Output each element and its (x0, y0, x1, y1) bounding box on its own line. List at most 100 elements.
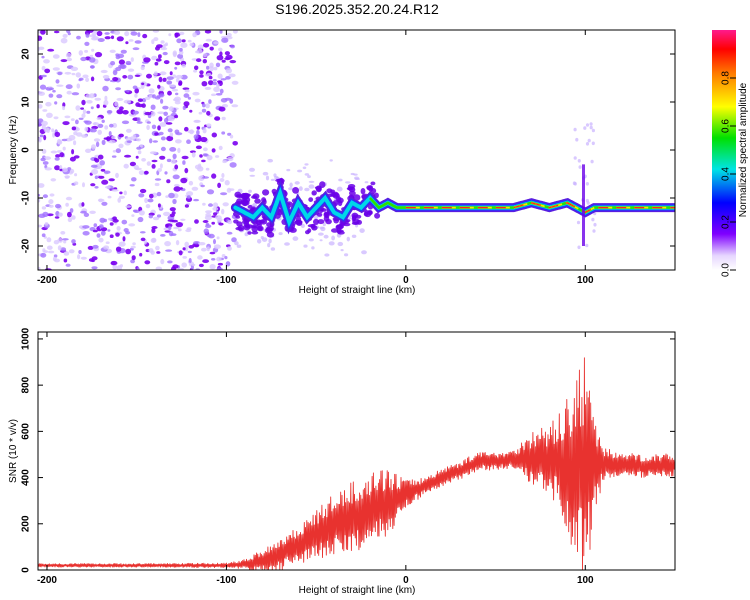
signal-blob (257, 225, 264, 232)
noise-speckle (65, 52, 72, 58)
colorbar: 0.0 0.2 0.4 0.6 0.8 Normalized spectral ampl… (712, 30, 749, 277)
noise-speckle (177, 147, 181, 154)
noise-speckle (583, 126, 587, 130)
noise-speckle (182, 160, 186, 165)
y-tick-label: -20 (21, 238, 32, 253)
noise-speckle (50, 150, 58, 154)
noise-speckle (215, 155, 220, 158)
noise-speckle (141, 158, 147, 162)
noise-speckle (133, 164, 139, 170)
signal-blob (262, 189, 270, 196)
noise-speckle (224, 51, 230, 56)
noise-speckle (168, 84, 176, 88)
signal-blob (236, 194, 241, 198)
noise-speckle (206, 155, 213, 161)
noise-speckle (98, 237, 104, 243)
noise-speckle (590, 159, 594, 164)
noise-speckle (82, 74, 89, 79)
signal-blob (356, 219, 363, 225)
noise-speckle (221, 37, 229, 43)
noise-speckle (184, 241, 189, 248)
noise-speckle (152, 94, 156, 99)
noise-speckle (311, 246, 315, 250)
noise-speckle (78, 78, 82, 82)
noise-speckle (351, 234, 357, 238)
signal-blob (337, 231, 345, 235)
noise-speckle (323, 234, 329, 239)
noise-speckle (130, 57, 134, 62)
noise-speckle (162, 77, 167, 82)
noise-speckle (208, 75, 213, 80)
noise-speckle (78, 50, 84, 56)
noise-speckle (42, 161, 49, 165)
noise-speckle (55, 203, 61, 209)
noise-speckle (122, 110, 129, 115)
noise-speckle (55, 79, 60, 84)
signal-blob (310, 223, 316, 229)
noise-speckle (153, 37, 159, 42)
noise-speckle (56, 94, 63, 99)
noise-speckle (65, 202, 69, 207)
noise-speckle (212, 81, 218, 86)
noise-speckle (80, 210, 87, 214)
noise-speckle (585, 243, 589, 248)
noise-speckle (591, 217, 595, 222)
noise-speckle (102, 85, 109, 92)
noise-speckle (117, 197, 121, 203)
noise-speckle (576, 220, 581, 225)
noise-speckle (220, 98, 228, 103)
noise-speckle (167, 219, 175, 222)
signal-blob (266, 231, 275, 238)
noise-speckle (169, 207, 176, 212)
noise-speckle (169, 132, 174, 137)
noise-speckle (91, 169, 99, 175)
noise-speckle (124, 31, 130, 37)
noise-speckle (152, 140, 158, 143)
noise-speckle (184, 126, 189, 132)
noise-speckle (196, 126, 201, 130)
signal-blob (324, 212, 330, 219)
noise-speckle (198, 111, 203, 115)
noise-speckle (82, 231, 90, 236)
noise-speckle (162, 51, 168, 56)
noise-speckle (137, 216, 144, 223)
noise-speckle (201, 247, 207, 252)
noise-speckle (67, 211, 72, 218)
noise-speckle (155, 46, 160, 51)
noise-speckle (104, 32, 110, 35)
noise-speckle (63, 240, 67, 244)
noise-speckle (211, 221, 215, 225)
noise-speckle (140, 65, 145, 71)
noise-speckle (152, 30, 159, 33)
noise-speckle (99, 160, 105, 166)
colorbar-tick-label: 0.8 (721, 71, 732, 85)
noise-speckle (100, 168, 106, 172)
noise-speckle (193, 198, 200, 202)
signal-blob (321, 208, 327, 212)
noise-speckle (49, 193, 55, 197)
noise-speckle (353, 173, 358, 176)
noise-speckle (125, 205, 132, 208)
noise-speckle (55, 154, 61, 158)
noise-speckle (107, 217, 112, 221)
noise-speckle (174, 61, 181, 66)
colorbar-tick-label: 0.2 (721, 215, 732, 229)
noise-speckle (206, 110, 211, 116)
noise-speckle (151, 124, 157, 130)
colorbar-tick-label: 0.0 (721, 263, 732, 277)
noise-speckle (288, 187, 294, 191)
noise-speckle (135, 155, 139, 159)
colorbar-tick-label: 0.6 (721, 119, 732, 133)
snr-xlabel: Height of straight line (km) (299, 585, 416, 596)
snr-frame (37, 331, 676, 571)
noise-speckle (229, 60, 237, 64)
noise-speckle (221, 59, 226, 63)
noise-speckle (139, 144, 143, 148)
noise-speckle (100, 69, 108, 74)
noise-speckle (86, 100, 93, 104)
snr-ylabel: SNR (10 * v/v) (8, 419, 19, 483)
noise-speckle (172, 264, 179, 269)
noise-speckle (144, 260, 151, 265)
noise-speckle (359, 228, 365, 234)
